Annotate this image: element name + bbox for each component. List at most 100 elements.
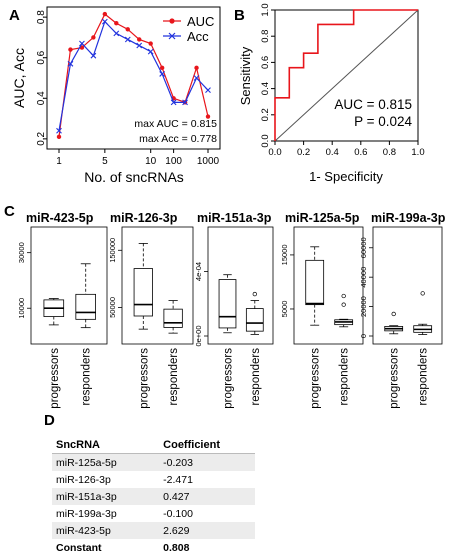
cell-sncrna: miR-125a-5p	[52, 453, 150, 471]
boxplot-title-1: miR-423-5p	[26, 211, 94, 225]
boxplot-5: 0 20000 40000 60000 progressors responders	[359, 226, 443, 409]
box-progressors	[218, 274, 237, 334]
header-coefficient: Coefficient	[149, 436, 255, 454]
x-tick-label: 100	[165, 156, 182, 167]
x-tick-label: 10	[145, 156, 157, 167]
cell-sncrna: miR-126-3p	[56, 473, 111, 486]
cell-sncrna: Constant	[56, 541, 102, 554]
outlier-point	[341, 302, 346, 307]
y-tick-label: 0.8	[260, 30, 271, 43]
legend-label-auc: AUC	[187, 14, 214, 29]
panel-b-label: B	[234, 7, 245, 24]
table-header-row: SncRNA Coefficient	[52, 436, 255, 454]
series-line-acc	[58, 20, 209, 131]
iqr-box	[75, 293, 96, 320]
plot-frame	[46, 6, 221, 150]
data-point-acc	[136, 42, 143, 49]
data-point-acc	[170, 99, 177, 106]
data-point-acc	[124, 36, 131, 43]
cell-sncrna: miR-199a-3p	[56, 507, 117, 520]
plot-frame	[30, 226, 108, 345]
data-point-acc	[147, 48, 154, 55]
annotation-max-auc: max AUC = 0.815	[134, 118, 217, 130]
box-responders	[75, 263, 96, 329]
y-tick-label: 0.4	[36, 91, 47, 105]
x-axis-label: No. of sncRNAs	[84, 169, 184, 185]
plot-frame	[372, 226, 443, 345]
data-point-acc	[159, 71, 166, 77]
y-tick-label: 30000	[17, 242, 26, 263]
data-point-acc	[67, 60, 74, 67]
box-progressors	[43, 298, 65, 326]
responders-label: responders	[168, 348, 180, 406]
roc-curve	[274, 9, 418, 141]
responders-label: responders	[339, 348, 351, 406]
progressors-label: progressors	[138, 348, 150, 409]
iqr-box	[133, 268, 153, 317]
data-point-auc	[114, 21, 119, 26]
boxplot-4: 5000 15000 progressors responders	[280, 226, 364, 409]
annotation-p: P = 0.024	[354, 114, 412, 129]
data-point-acc	[193, 75, 200, 81]
panel-c-label: C	[4, 203, 15, 220]
cell-coefficient: 0.427	[149, 488, 255, 505]
progressors-label: progressors	[49, 348, 61, 409]
y-tick-label: 0e+00	[194, 325, 203, 346]
boxplot-title-4: miR-125a-5p	[285, 211, 360, 225]
plot-frame	[293, 226, 364, 345]
responders-label: responders	[81, 348, 93, 406]
table-row: miR-199a-3p -0.100	[52, 505, 255, 522]
progressors-label: progressors	[389, 348, 401, 409]
boxplot-1: 10000 30000 progressors responders	[17, 226, 108, 409]
cell-sncrna: miR-423-5p	[52, 522, 150, 539]
outlier-point	[252, 291, 257, 297]
table-row: miR-125a-5p -0.203	[52, 453, 255, 471]
outlier-point	[341, 293, 346, 299]
annotation-max-acc: max Acc = 0.778	[139, 133, 217, 145]
data-point-auc	[125, 27, 130, 32]
iqr-box	[163, 308, 183, 328]
y-tick-label: 0	[359, 334, 368, 338]
cell-coefficient: -0.100	[163, 507, 193, 520]
panel-d-label: D	[44, 412, 55, 429]
data-point-auc	[56, 134, 62, 140]
x-tick-label: 1	[56, 156, 62, 167]
legend-label-acc: Acc	[187, 29, 209, 44]
iqr-box	[218, 279, 237, 329]
cell-coefficient: 0.808	[163, 541, 190, 554]
cell-coefficient: -2.471	[163, 473, 193, 486]
x-tick-label: 1.0	[411, 147, 424, 158]
y-tick-label: 15000	[280, 244, 289, 265]
auc-acc-line-chart: 1 5 10 100 1000 0.2 0.4 0.6 0.8 No. of sncRNAs AUC…	[11, 6, 221, 185]
diagonal-line	[274, 9, 419, 142]
x-tick-label: 1000	[197, 156, 220, 167]
boxplot-2: 50000 150000 progressors responders	[108, 226, 194, 409]
data-point-auc	[102, 11, 108, 17]
box-progressors	[133, 243, 153, 330]
iqr-box	[305, 259, 325, 306]
boxplot-3: 0e+00 4e-04 progressors responders	[194, 226, 274, 409]
boxplots-chart: 10000 30000 progressors responders 50000 1500…	[17, 226, 443, 409]
outlier-point	[420, 291, 425, 296]
table-row: miR-126-3p -2.471	[52, 471, 255, 488]
x-tick-label: 0.4	[326, 147, 339, 158]
y-tick-label: 50000	[108, 297, 117, 318]
legend-marker-auc	[169, 18, 175, 24]
data-point-acc	[205, 87, 211, 94]
data-point-auc	[68, 47, 73, 52]
boxplot-title-2: miR-126-3p	[110, 211, 178, 225]
data-point-auc	[91, 35, 96, 40]
legend-marker-acc	[168, 32, 176, 40]
y-tick-label: 0.6	[260, 56, 271, 69]
iqr-box	[245, 308, 264, 332]
box-responders	[245, 291, 264, 335]
cell-coefficient: 2.629	[149, 522, 255, 539]
data-point-auc	[137, 37, 142, 42]
x-tick-label: 5	[102, 156, 108, 167]
y-tick-label: 10000	[17, 298, 26, 319]
y-tick-label: 20000	[359, 296, 368, 317]
x-tick-label: 0.0	[268, 147, 281, 158]
progressors-label: progressors	[310, 348, 322, 409]
y-tick-label: 60000	[359, 237, 368, 258]
x-tick-label: 0.8	[383, 147, 396, 158]
